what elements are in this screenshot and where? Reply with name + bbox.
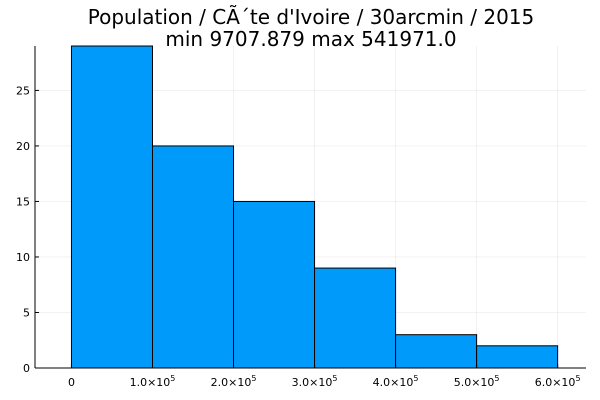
histogram-bars [70,45,559,369]
y-tick-label: 25 [16,84,30,97]
histogram-bar [395,334,478,369]
x-tick-label: 1.0×105 [130,374,176,389]
tick-labels: 0 5 10 15 20 25 0 1.0×105 2.0×105 3.0×105 4.0×105 5… [16,84,581,389]
histogram-bar [70,45,153,369]
x-tick-label: 6.0×105 [535,374,581,389]
histogram-bar [151,145,235,369]
histogram-bar [233,200,316,369]
x-tick-label: 4.0×105 [373,374,419,389]
axes [34,46,586,369]
y-tick-label: 5 [23,306,30,319]
histogram-bar [314,267,397,369]
chart-subtitle: min 9707.879 max 541971.0 [165,27,456,51]
y-tick-label: 15 [16,195,30,208]
x-tick-label: 0 [68,376,75,389]
x-tick-label: 2.0×105 [211,374,257,389]
histogram-bar [476,345,559,369]
y-tick-label: 0 [23,362,30,375]
chart-title: Population / CÃ´te d'Ivoire / 30arcmin /… [88,5,535,29]
y-tick-label: 10 [16,251,30,264]
x-tick-label: 5.0×105 [454,374,500,389]
x-tick-label: 3.0×105 [292,374,338,389]
y-tick-label: 20 [16,140,30,153]
